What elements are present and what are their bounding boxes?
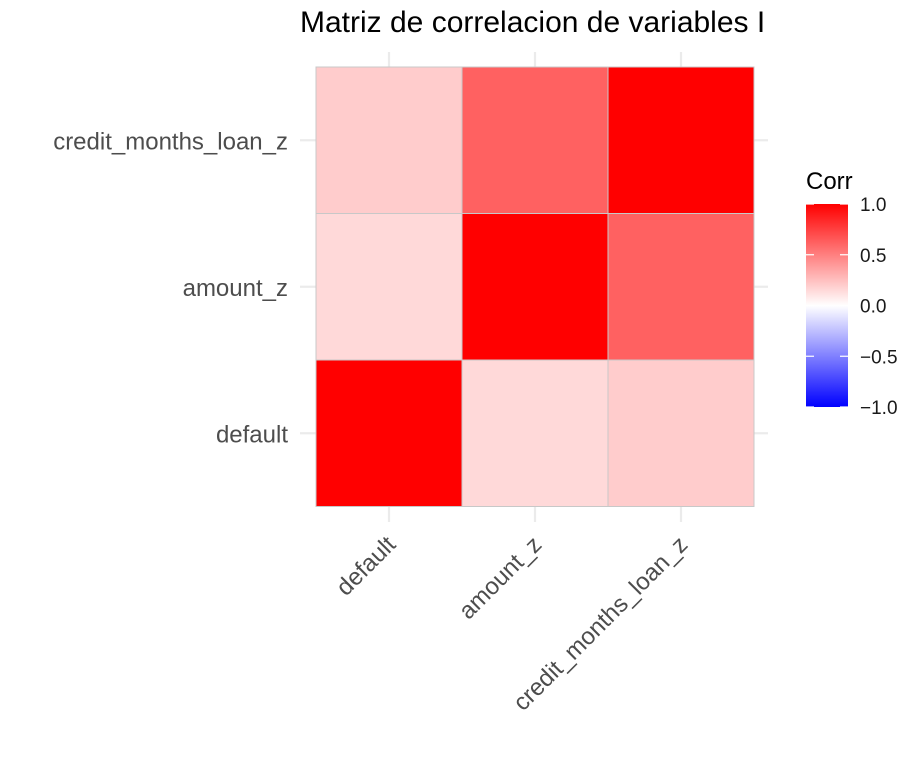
chart-title: Matriz de correlacion de variables I (300, 6, 765, 39)
legend-tick-label: 0.0 (860, 297, 886, 318)
legend-title: Corr (806, 168, 853, 195)
legend-tick-label: −1.0 (860, 398, 898, 419)
y-tick-label: default (216, 421, 288, 448)
heatmap-cell (461, 213, 609, 361)
heatmap-cell (461, 66, 609, 214)
heatmap-cell (315, 359, 463, 507)
heatmap-cell (607, 213, 755, 361)
legend-tick-label: −0.5 (860, 347, 898, 368)
heatmap-cell (315, 213, 463, 361)
heatmap-cell (607, 359, 755, 507)
x-tick-label: amount_z (454, 531, 548, 625)
x-tick-label: default (331, 531, 401, 601)
legend-tick-label: 1.0 (860, 195, 886, 216)
color-legend: Corr 1.0 0.5 0.0 −0.5 −1.0 (806, 168, 898, 419)
legend-tick-label: 0.5 (860, 246, 886, 267)
heatmap-cell (461, 359, 609, 507)
y-tick-label: credit_months_loan_z (53, 128, 288, 155)
heatmap-cell (607, 66, 755, 214)
heatmap-cell (315, 66, 463, 214)
heatmap-cells (315, 66, 755, 507)
y-tick-label: amount_z (183, 275, 288, 302)
